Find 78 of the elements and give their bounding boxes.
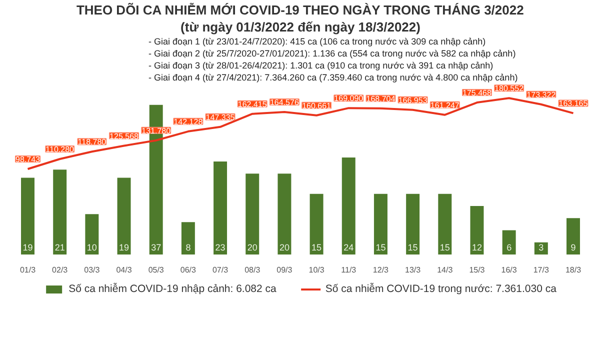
- data-label: 20: [247, 242, 258, 252]
- x-tick-label: 05/3: [148, 266, 164, 274]
- data-label: 125.568: [110, 132, 140, 141]
- text: - Giai đoạn 1 (từ 23/01-24/7/2020): 415 ca (106 ca trong nước và 309 ca nhập cảnh): [148, 36, 486, 46]
- bar: [342, 157, 356, 254]
- bar: [438, 194, 452, 254]
- x-tick-label: 08/3: [244, 266, 261, 274]
- data-label: 12: [472, 242, 482, 252]
- bar: [566, 218, 580, 254]
- chart-subtitle: (từ ngày 01/3/2022 đến ngày 18/3/2022): [180, 20, 420, 34]
- x-tick-label: 07/3: [212, 266, 229, 274]
- data-label: 166.953: [398, 96, 428, 105]
- data-label: 19: [119, 242, 130, 252]
- data-label: 168.704: [366, 94, 396, 104]
- data-label: 164.576: [270, 98, 300, 107]
- legend-label: Số ca nhiễm COVID-19 trong nước: 7.361.030 ca: [325, 283, 556, 295]
- data-label: 21: [54, 242, 65, 252]
- data-label: 9: [570, 242, 576, 252]
- bar: [502, 230, 516, 254]
- chart-title: THEO DÕI CA NHIỄM MỚI COVID-19 THEO NGÀY TRONG THÁNG 3/2022: [76, 2, 524, 18]
- text: - Giai đoạn 2 (từ 25/7/2020-27/01/2021): 1.136 ca (554 ca trong nước và 582 ca nhập cảnh): [148, 48, 516, 58]
- data-label: 161.247: [430, 100, 460, 110]
- data-label: 23: [215, 242, 226, 252]
- data-label: 173.322: [526, 90, 556, 100]
- data-label: 15: [312, 242, 322, 252]
- data-label: 147.335: [206, 112, 236, 122]
- bar: [406, 194, 420, 254]
- bar: [117, 178, 131, 254]
- data-label: 110.280: [46, 144, 75, 154]
- data-label: 8: [186, 242, 191, 252]
- data-label: 98.743: [16, 154, 41, 164]
- x-tick-label: 14/3: [437, 266, 454, 274]
- bar: [21, 178, 34, 254]
- data-label: 131.780: [142, 126, 172, 136]
- bar: [85, 214, 99, 254]
- text: - Giai đoạn 4 (từ 27/4/2021): 7.364.260 ca (7.359.460 ca trong nước và 4.800 ca nhập cảnh): [148, 72, 518, 82]
- x-tick-label: 04/3: [116, 266, 132, 274]
- x-tick-label: 15/3: [469, 266, 486, 274]
- data-label: 142.128: [174, 117, 204, 126]
- x-tick-label: 06/3: [180, 266, 197, 274]
- data-label: 175.468: [462, 88, 492, 98]
- bar: [470, 206, 484, 254]
- data-label: 19: [22, 242, 33, 252]
- data-label: 6: [506, 242, 512, 252]
- x-tick-label: 01/3: [20, 266, 36, 274]
- x-tick-label: 02/3: [52, 266, 68, 274]
- data-label: 3: [538, 242, 544, 252]
- data-label: 20: [279, 242, 290, 252]
- x-tick-label: 03/3: [84, 266, 100, 274]
- bar: [278, 174, 292, 254]
- x-tick-label: 09/3: [276, 266, 293, 274]
- data-label: 163.165: [558, 99, 588, 108]
- data-label: 15: [440, 242, 450, 252]
- data-label: 162.415: [238, 100, 268, 109]
- bar: [374, 194, 388, 254]
- data-label: 10: [86, 242, 97, 252]
- x-tick-label: 16/3: [501, 266, 518, 274]
- x-tick-label: 18/3: [565, 266, 582, 274]
- data-label: 15: [408, 242, 418, 252]
- x-tick-label: 12/3: [372, 266, 390, 274]
- x-tick-label: 11/3: [341, 266, 357, 274]
- data-label: 24: [344, 242, 354, 252]
- data-label: 169.090: [334, 94, 364, 104]
- bar: [310, 194, 324, 254]
- bar: [214, 162, 228, 254]
- bar: [53, 170, 67, 254]
- data-label: 118.780: [78, 138, 107, 147]
- bar: [181, 222, 195, 254]
- data-label: 37: [151, 242, 162, 252]
- x-tick-label: 10/3: [308, 266, 325, 274]
- x-tick-label: 13/3: [405, 266, 422, 274]
- data-label: 160.661: [302, 101, 332, 110]
- x-tick-label: 17/3: [533, 266, 550, 274]
- legend-label: Số ca nhiễm COVID-19 nhập cảnh: 6.082 ca: [68, 283, 276, 295]
- data-label: 15: [376, 242, 386, 252]
- data-label: 180.552: [494, 84, 524, 94]
- bar: [246, 174, 260, 254]
- text: - Giai đoạn 3 (từ 28/01-26/4/2021): 1.301 ca (910 ca trong nước và 391 ca nhập cảnh): [148, 60, 494, 70]
